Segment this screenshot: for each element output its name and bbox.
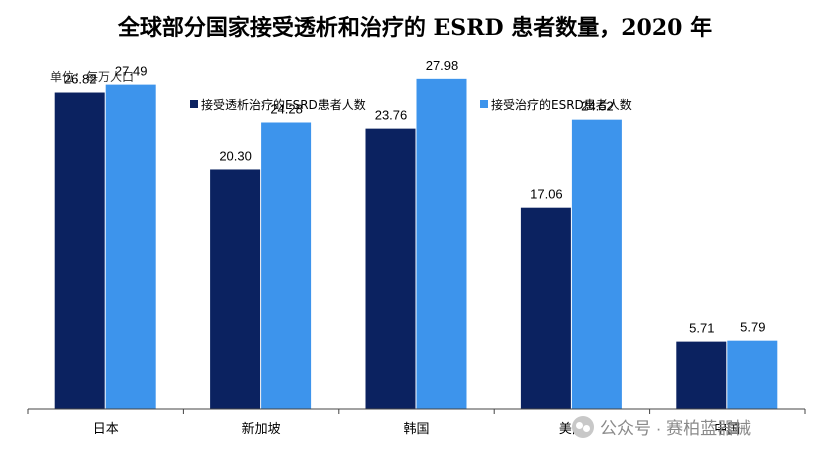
data-label: 26.82 <box>64 72 97 87</box>
x-tick-label: 中国 <box>714 422 740 437</box>
data-label: 24.52 <box>581 99 614 114</box>
bar <box>105 84 156 410</box>
data-label: 5.71 <box>689 321 714 336</box>
bar <box>416 78 467 409</box>
bar <box>676 341 727 409</box>
bar <box>571 119 622 409</box>
x-tick-label: 日本 <box>93 422 119 437</box>
x-tick-label: 韩国 <box>403 422 429 437</box>
x-ticks <box>27 409 806 414</box>
data-label: 5.79 <box>740 320 765 335</box>
unit-label: 单位：每万人口 <box>50 70 135 84</box>
bar <box>210 169 261 409</box>
bars <box>54 78 778 410</box>
watermark-text: 公众号 · 赛柏蓝器械 <box>600 419 752 438</box>
value-labels: 26.82 27.49 20.30 24.28 23.76 27.98 17.06 24.52… <box>64 58 766 336</box>
legend-label: 接受治疗的ESRD患者人数 <box>491 97 632 112</box>
chart-title: 全球部分国家接受透析和治疗的 ESRD 患者数量，2020 年 <box>117 15 713 41</box>
data-label: 23.76 <box>375 108 408 123</box>
watermark: 公众号 · 赛柏蓝器械 <box>572 414 751 439</box>
legend-swatch <box>480 100 488 108</box>
bar <box>365 128 416 409</box>
bar <box>54 92 105 410</box>
bar <box>520 207 571 409</box>
bar <box>727 340 778 409</box>
data-label: 24.28 <box>270 101 303 116</box>
bar <box>261 122 312 409</box>
data-label: 20.30 <box>219 148 252 163</box>
legend: 接受透析治疗的ESRD患者人数 接受治疗的ESRD患者人数 <box>190 97 632 112</box>
x-tick-label: 新加坡 <box>242 421 281 437</box>
data-label: 27.98 <box>426 58 459 73</box>
x-tick-labels: 日本新加坡韩国美国中国 <box>93 421 741 437</box>
wechat-icon <box>572 415 594 438</box>
data-label: 27.49 <box>115 64 148 79</box>
legend-label: 接受透析治疗的ESRD患者人数 <box>201 97 366 112</box>
legend-swatch <box>190 100 198 108</box>
data-label: 17.06 <box>530 187 563 202</box>
